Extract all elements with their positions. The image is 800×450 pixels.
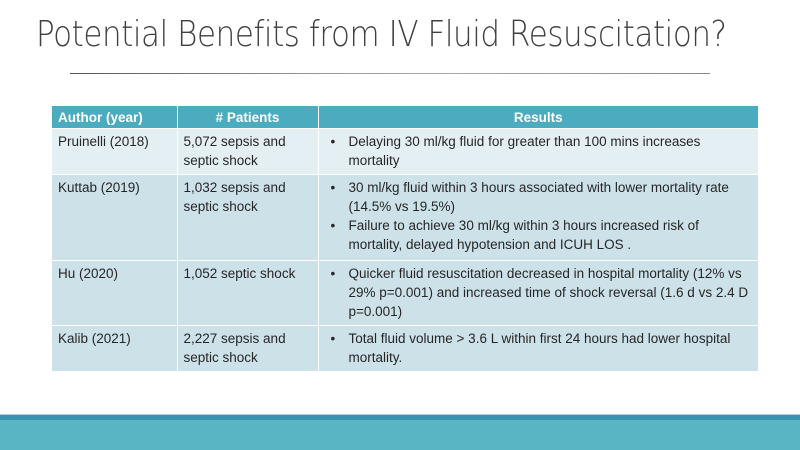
footer-band [0,420,800,450]
table-row: Pruinelli (2018) 5,072 sepsis and septic… [52,128,758,175]
table-row: Hu (2020) 1,052 septic shock Quicker flu… [52,260,758,326]
title-divider [70,73,710,74]
cell-author: Pruinelli (2018) [52,128,178,175]
cell-results: Total fluid volume > 3.6 L within first … [318,325,758,371]
header-results: Results [318,106,758,129]
table-row: Kuttab (2019) 1,032 sepsis and septic sh… [52,174,758,261]
results-table: Author (year) # Patients Results Pruinel… [52,106,758,371]
results-list: Total fluid volume > 3.6 L within first … [325,329,753,367]
table-row: Kalib (2021) 2,227 sepsis and septic sho… [52,325,758,371]
cell-patients: 1,052 septic shock [177,260,319,326]
header-patients: # Patients [177,106,319,129]
slide-title: Potential Benefits from IV Fluid Resusci… [36,14,727,55]
cell-author: Kalib (2021) [52,325,178,371]
result-item: Failure to achieve 30 ml/kg within 3 hou… [325,216,753,254]
footer-accent-line [0,415,800,420]
result-item: Quicker fluid resuscitation decreased in… [325,264,753,321]
cell-patients: 1,032 sepsis and septic shock [177,174,319,261]
results-list: Delaying 30 ml/kg fluid for greater than… [325,132,753,170]
result-item: Total fluid volume > 3.6 L within first … [325,329,753,367]
result-item: Delaying 30 ml/kg fluid for greater than… [325,132,753,170]
cell-results: Quicker fluid resuscitation decreased in… [318,260,758,326]
results-list: Quicker fluid resuscitation decreased in… [325,264,753,321]
cell-patients: 5,072 sepsis and septic shock [177,128,319,175]
results-list: 30 ml/kg fluid within 3 hours associated… [325,178,753,254]
result-item: 30 ml/kg fluid within 3 hours associated… [325,178,753,216]
cell-results: Delaying 30 ml/kg fluid for greater than… [318,128,758,175]
cell-author: Kuttab (2019) [52,174,178,261]
table-header-row: Author (year) # Patients Results [52,106,758,129]
cell-patients: 2,227 sepsis and septic shock [177,325,319,371]
header-author: Author (year) [52,106,178,129]
footer-highlight [0,414,800,415]
cell-author: Hu (2020) [52,260,178,326]
cell-results: 30 ml/kg fluid within 3 hours associated… [318,174,758,261]
